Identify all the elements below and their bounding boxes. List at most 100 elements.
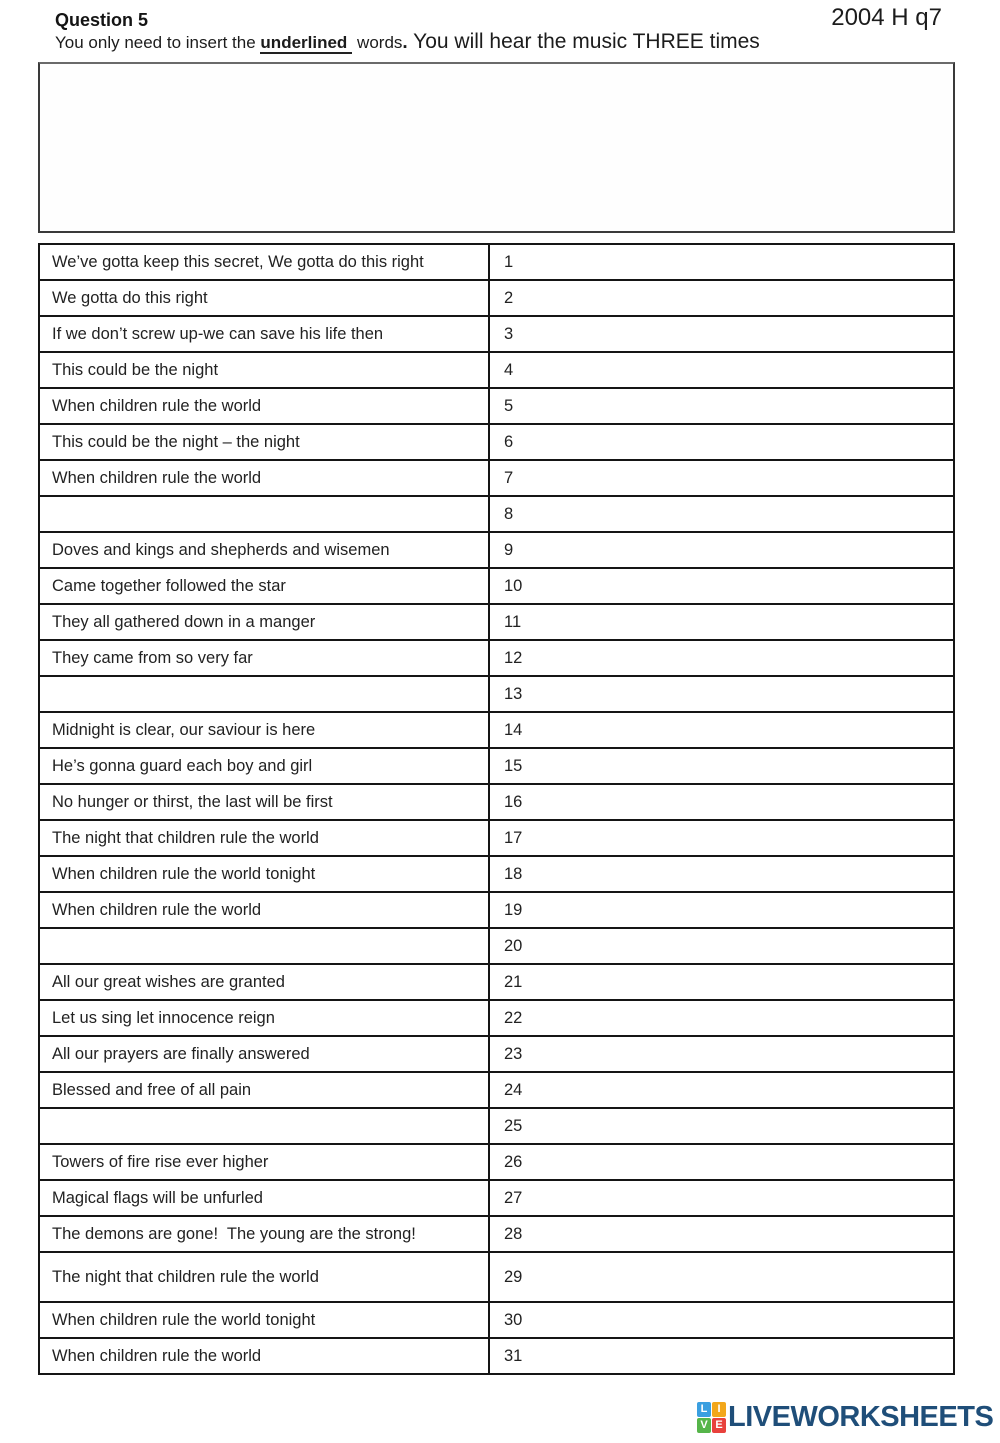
- line-number: 29: [504, 1267, 523, 1286]
- line-number: 3: [504, 324, 514, 343]
- table-row: 13: [38, 675, 955, 713]
- lyric-cell: He’s gonna guard each boy and girl: [38, 747, 490, 785]
- lyric-cell: When children rule the world: [38, 459, 490, 497]
- answer-cell[interactable]: 1: [488, 243, 955, 281]
- answer-cell[interactable]: 30: [488, 1301, 955, 1339]
- line-number: 25: [504, 1116, 523, 1135]
- lyric-cell: The night that children rule the world: [38, 1251, 490, 1303]
- logo-tile-v: V: [697, 1418, 711, 1433]
- answer-cell[interactable]: 10: [488, 567, 955, 605]
- answer-cell[interactable]: 24: [488, 1071, 955, 1109]
- lyric-cell: When children rule the world tonight: [38, 855, 490, 893]
- answer-cell[interactable]: 20: [488, 927, 955, 965]
- table-row: We gotta do this right 2: [38, 279, 955, 317]
- line-number: 18: [504, 864, 523, 883]
- line-number: 8: [504, 504, 514, 523]
- answer-cell[interactable]: 2: [488, 279, 955, 317]
- lyric-cell: Came together followed the star: [38, 567, 490, 605]
- table-row: All our great wishes are granted 21: [38, 963, 955, 1001]
- answer-cell[interactable]: 14: [488, 711, 955, 749]
- lyric-cell: [38, 675, 490, 713]
- table-row: Let us sing let innocence reign 22: [38, 999, 955, 1037]
- line-number: 26: [504, 1152, 523, 1171]
- answer-cell[interactable]: 29: [488, 1251, 955, 1303]
- line-number: 23: [504, 1044, 523, 1063]
- answer-cell[interactable]: 28: [488, 1215, 955, 1253]
- line-number: 9: [504, 540, 514, 559]
- answer-cell[interactable]: 19: [488, 891, 955, 929]
- line-number: 4: [504, 360, 514, 379]
- lyric-cell: When children rule the world tonight: [38, 1301, 490, 1339]
- answer-cell[interactable]: 23: [488, 1035, 955, 1073]
- line-number: 1: [504, 252, 514, 271]
- question-label: Question 5: [55, 10, 149, 30]
- line-number: 30: [504, 1310, 523, 1329]
- lyric-cell: All our prayers are finally answered: [38, 1035, 490, 1073]
- line-number: 13: [504, 684, 523, 703]
- instruction-large-text: You will hear the music THREE times: [407, 30, 760, 53]
- logo-tile-i: I: [712, 1402, 726, 1417]
- line-number: 14: [504, 720, 523, 739]
- answer-cell[interactable]: 25: [488, 1107, 955, 1145]
- lyrics-table: We’ve gotta keep this secret, We gotta d…: [38, 243, 955, 1375]
- answer-cell[interactable]: 11: [488, 603, 955, 641]
- line-number: 15: [504, 756, 523, 775]
- table-row: When children rule the world 5: [38, 387, 955, 425]
- table-row: When children rule the world tonight 18: [38, 855, 955, 893]
- line-number: 22: [504, 1008, 523, 1027]
- instruction-line: You only need to insert the underlined w…: [55, 30, 760, 54]
- table-row: When children rule the world 19: [38, 891, 955, 929]
- line-number: 20: [504, 936, 523, 955]
- line-number: 31: [504, 1346, 523, 1365]
- table-row: The demons are gone! The young are the s…: [38, 1215, 955, 1253]
- table-row: When children rule the world tonight 30: [38, 1301, 955, 1339]
- table-row: They all gathered down in a manger 11: [38, 603, 955, 641]
- table-row: We’ve gotta keep this secret, We gotta d…: [38, 243, 955, 281]
- lyric-cell: No hunger or thirst, the last will be fi…: [38, 783, 490, 821]
- line-number: 28: [504, 1224, 523, 1243]
- answer-cell[interactable]: 15: [488, 747, 955, 785]
- line-number: 7: [504, 468, 514, 487]
- instruction-after: words: [352, 33, 403, 52]
- answer-cell[interactable]: 16: [488, 783, 955, 821]
- table-row: Towers of fire rise ever higher 26: [38, 1143, 955, 1181]
- table-row: They came from so very far 12: [38, 639, 955, 677]
- answer-cell[interactable]: 9: [488, 531, 955, 569]
- answer-cell[interactable]: 3: [488, 315, 955, 353]
- table-row: Came together followed the star 10: [38, 567, 955, 605]
- lyric-cell: [38, 495, 490, 533]
- table-row: Midnight is clear, our saviour is here 14: [38, 711, 955, 749]
- lyric-cell: They came from so very far: [38, 639, 490, 677]
- answer-cell[interactable]: 22: [488, 999, 955, 1037]
- answer-cell[interactable]: 31: [488, 1337, 955, 1375]
- answer-cell[interactable]: 4: [488, 351, 955, 389]
- answer-cell[interactable]: 12: [488, 639, 955, 677]
- answer-cell[interactable]: 6: [488, 423, 955, 461]
- lyric-cell: [38, 927, 490, 965]
- answer-cell[interactable]: 7: [488, 459, 955, 497]
- line-number: 16: [504, 792, 523, 811]
- line-number: 11: [504, 612, 522, 631]
- line-number: 27: [504, 1188, 523, 1207]
- lyric-cell: We gotta do this right: [38, 279, 490, 317]
- line-number: 2: [504, 288, 514, 307]
- lyric-cell: This could be the night – the night: [38, 423, 490, 461]
- lyric-cell: Towers of fire rise ever higher: [38, 1143, 490, 1181]
- lyric-cell: When children rule the world: [38, 1337, 490, 1375]
- table-row: 20: [38, 927, 955, 965]
- lyric-cell: If we don’t screw up-we can save his lif…: [38, 315, 490, 353]
- logo-tile-e: E: [712, 1418, 726, 1433]
- answer-cell[interactable]: 5: [488, 387, 955, 425]
- line-number: 10: [504, 576, 523, 595]
- liveworksheets-brand-text: LIVEWORKSHEETS: [728, 1401, 994, 1433]
- answer-cell[interactable]: 17: [488, 819, 955, 857]
- answer-cell[interactable]: 8: [488, 495, 955, 533]
- answer-cell[interactable]: 21: [488, 963, 955, 1001]
- answer-cell[interactable]: 26: [488, 1143, 955, 1181]
- lyric-cell: The night that children rule the world: [38, 819, 490, 857]
- answer-cell[interactable]: 13: [488, 675, 955, 713]
- answer-cell[interactable]: 18: [488, 855, 955, 893]
- answer-cell[interactable]: 27: [488, 1179, 955, 1217]
